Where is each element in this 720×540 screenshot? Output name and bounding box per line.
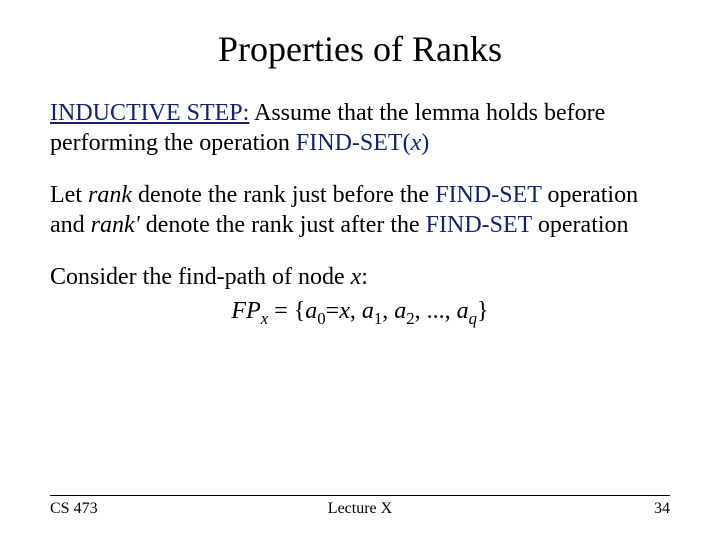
footer: CS 473 Lecture X 34 <box>50 495 670 518</box>
text: denote the rank just before the <box>132 182 435 208</box>
footer-center: Lecture X <box>50 500 670 518</box>
paragraph-inductive-step: INDUCTIVE STEP: Assume that the lemma ho… <box>50 98 670 158</box>
paragraph-find-path: Consider the find-path of node x: <box>50 262 670 292</box>
text: operation <box>532 212 629 238</box>
find-set-term: FIND-SET <box>435 182 541 208</box>
var-x: x <box>351 264 362 290</box>
footer-row: CS 473 Lecture X 34 <box>50 496 670 518</box>
page-title: Properties of Ranks <box>50 28 670 70</box>
equation-find-path: FPx = {a0=x, a1, a2, ..., aq} <box>50 298 670 329</box>
fp-symbol: FP <box>231 298 260 324</box>
find-set-term: FIND-SET <box>426 212 532 238</box>
text: denote the rank just after the <box>140 212 426 238</box>
rank-prime-var: rank' <box>91 212 140 238</box>
text: Consider the find-path of node <box>50 264 351 290</box>
text: Let <box>50 182 88 208</box>
slide: Properties of Ranks INDUCTIVE STEP: Assu… <box>0 0 720 540</box>
text: : <box>361 264 368 290</box>
paragraph-rank-definition: Let rank denote the rank just before the… <box>50 180 670 240</box>
find-set-call: FIND-SET(x) <box>296 130 429 156</box>
rank-var: rank <box>88 182 132 208</box>
inductive-step-label: INDUCTIVE STEP: <box>50 100 249 126</box>
